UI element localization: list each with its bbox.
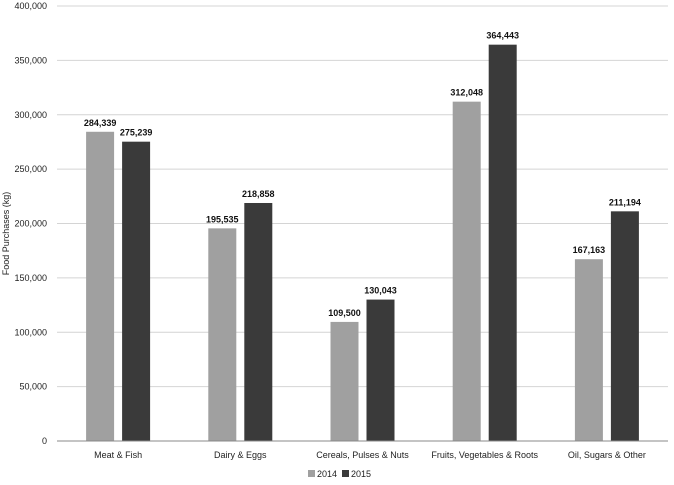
gridlines [57, 5, 668, 388]
bar-2014-2 [208, 228, 237, 441]
legend-label: 2014 [317, 469, 337, 479]
y-axis-label: Food Purchases (kg) [1, 192, 11, 276]
data-label: 284,339 [84, 118, 117, 128]
data-label: 211,194 [609, 197, 641, 207]
bar-2014-5 [574, 259, 603, 441]
legend-swatch-2015 [342, 470, 349, 477]
legend-swatch-2014 [308, 470, 315, 477]
x-category-label: Dairy & Eggs [214, 450, 267, 460]
y-tick-label: 250,000 [14, 164, 47, 174]
y-tick-label: 300,000 [14, 110, 47, 120]
bar-2014-1 [86, 131, 115, 441]
y-tick-label: 350,000 [14, 55, 47, 65]
bar-2015-4 [488, 44, 517, 441]
x-axis-categories: Meat & Fish Dairy & Eggs Cereals, Pulses &… [94, 450, 646, 460]
legend: 2014 2015 [308, 469, 371, 479]
bar-2015-1 [122, 141, 151, 441]
bar-2015-2 [244, 202, 273, 441]
data-label: 109,500 [328, 308, 361, 318]
bar-2015-5 [610, 211, 639, 441]
y-tick-label: 100,000 [14, 327, 47, 337]
x-category-label: Oil, Sugars & Other [568, 450, 646, 460]
y-tick-label: 50,000 [19, 382, 47, 392]
data-label: 167,163 [573, 245, 606, 255]
bar-2014-4 [452, 101, 481, 441]
y-tick-label: 0 [42, 436, 47, 446]
legend-label: 2015 [351, 469, 371, 479]
x-category-label: Fruits, Vegetables & Roots [431, 450, 538, 460]
data-label: 275,239 [120, 128, 153, 138]
data-label: 312,048 [450, 88, 483, 98]
data-label: 195,535 [206, 214, 239, 224]
bars [86, 44, 639, 441]
y-axis-ticks: 0 50,000 100,000 150,000 200,000 250,000 300,0… [14, 1, 47, 446]
bar-2014-3 [330, 321, 359, 441]
y-tick-label: 200,000 [14, 219, 47, 229]
data-label: 218,858 [242, 189, 275, 199]
data-label: 130,043 [364, 286, 397, 296]
data-label: 364,443 [486, 31, 519, 41]
y-tick-label: 150,000 [14, 273, 47, 283]
bar-2015-3 [366, 299, 395, 441]
y-tick-label: 400,000 [14, 1, 47, 11]
x-category-label: Meat & Fish [94, 450, 142, 460]
x-category-label: Cereals, Pulses & Nuts [316, 450, 409, 460]
